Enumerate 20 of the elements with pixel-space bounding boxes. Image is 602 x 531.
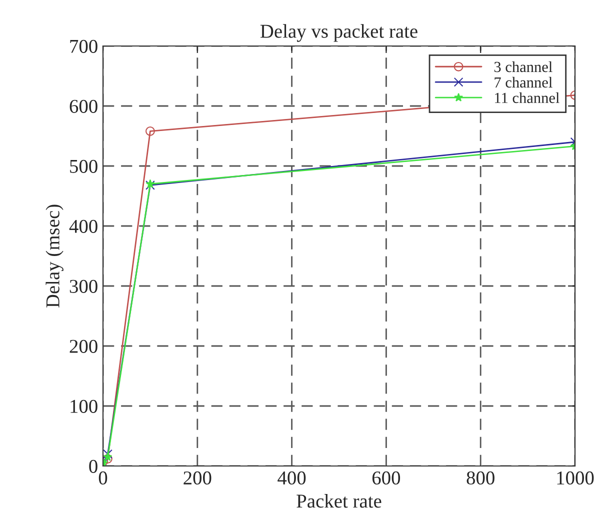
- y-tick-label: 0: [89, 460, 98, 473]
- x-tick-label: 200: [184, 471, 212, 485]
- x-tick-label: 800: [466, 471, 494, 485]
- y-tick-label: 400: [69, 220, 98, 233]
- y-tick-label: 500: [70, 160, 98, 173]
- x-tick-label: 0: [98, 471, 108, 485]
- legend-label: 11 channel: [495, 92, 560, 104]
- y-tick-label: 600: [70, 100, 98, 113]
- y-tick-label: 100: [70, 400, 98, 413]
- y-tick-label: 200: [70, 340, 98, 353]
- y-tick-label: 700: [70, 40, 98, 53]
- y-axis-title: Delay (msec): [46, 204, 64, 308]
- x-tick-label: 1000: [557, 471, 594, 485]
- x-axis-title: Packet rate: [296, 494, 382, 508]
- legend-label: 3 channel: [494, 61, 552, 72]
- x-tick-label: 400: [278, 471, 306, 485]
- y-tick-label: 300: [70, 280, 98, 293]
- x-tick-label: 600: [372, 471, 400, 485]
- legend-label: 7 channel: [494, 76, 552, 88]
- chart-title: Delay vs packet rate: [260, 24, 418, 42]
